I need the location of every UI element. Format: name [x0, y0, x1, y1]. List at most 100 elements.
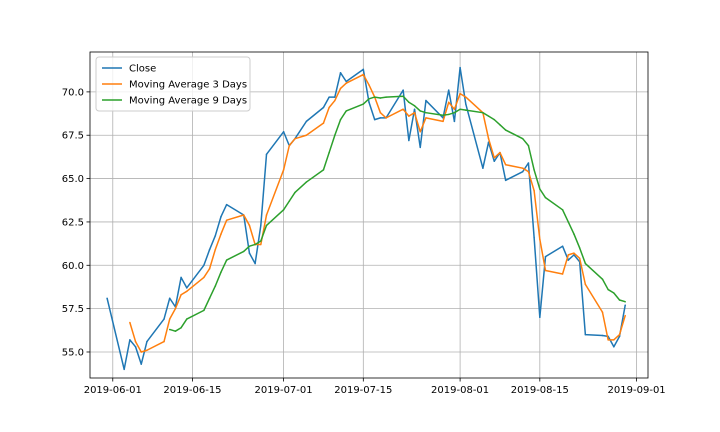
series-1-point: [504, 163, 507, 166]
series-0-point: [339, 72, 342, 74]
series-0-point: [334, 96, 336, 98]
series-2-point: [345, 110, 347, 112]
series-1-point: [413, 111, 416, 114]
series-2-point: [493, 118, 496, 121]
series-layer: [106, 66, 626, 371]
series-2-point: [379, 97, 382, 99]
series-2-point: [561, 209, 564, 211]
series-1-point: [129, 321, 131, 324]
series-1-point: [186, 290, 188, 293]
series-2-point: [220, 271, 222, 273]
x-tick-label: 2019-08-01: [431, 385, 489, 396]
series-2-point: [578, 247, 581, 249]
series-2-point: [539, 188, 541, 190]
series-2-point: [368, 98, 370, 100]
series-2-point: [527, 144, 530, 147]
legend: Close Moving Average 3 Days Moving Average…: [95, 56, 251, 112]
grid-layer: [90, 52, 648, 378]
series-2-point: [362, 103, 365, 105]
series-1-point: [294, 137, 296, 140]
series-1-point: [493, 157, 496, 159]
series-1-point: [442, 120, 444, 123]
series-1-point: [214, 248, 217, 251]
series-0-point: [482, 167, 484, 169]
series-1-point: [242, 214, 245, 216]
series-2-point: [385, 96, 387, 98]
series-2-point: [567, 221, 570, 223]
series-2-point: [453, 111, 456, 114]
series-1-point: [265, 214, 268, 216]
series-2-point: [618, 299, 621, 301]
series-2-point: [282, 209, 285, 211]
series-1-point: [527, 170, 530, 173]
series-1-point: [288, 144, 291, 147]
series-1-point: [339, 87, 342, 90]
x-axis-ticks: 2019-06-01 2019-06-15 2019-07-01 2019-07-15…: [84, 378, 666, 396]
series-1-point: [419, 131, 421, 133]
series-0-point: [225, 203, 228, 206]
series-0-point: [373, 118, 376, 121]
series-2-point: [174, 330, 177, 332]
series-2-point: [225, 259, 228, 261]
series-0-point: [379, 117, 382, 119]
series-2-point: [180, 326, 182, 329]
series-2-point: [419, 110, 421, 112]
series-0-point: [544, 255, 547, 258]
series-2-point: [305, 181, 308, 183]
series-0-point: [180, 276, 182, 279]
y-tick-label: 67.5: [62, 131, 84, 142]
series-1-point: [385, 117, 387, 119]
series-1-point: [618, 333, 621, 336]
series-1-point: [163, 340, 165, 343]
series-2-point: [459, 108, 461, 110]
series-0-point: [248, 252, 251, 254]
series-2-point: [425, 111, 427, 114]
series-2-point: [533, 169, 535, 171]
series-2-point: [624, 300, 626, 303]
series-2-point: [242, 250, 245, 253]
series-0-point: [368, 101, 370, 104]
x-tick-label: 2019-06-01: [84, 385, 142, 396]
series-2-point: [499, 124, 501, 126]
series-2-point: [487, 115, 490, 117]
series-1-point: [174, 307, 177, 310]
series-2-point: [447, 113, 450, 116]
x-tick-label: 2019-06-15: [163, 385, 221, 396]
series-2-point: [601, 278, 604, 280]
series-0-point: [527, 162, 530, 164]
series-2-point: [339, 118, 342, 121]
series-0-point: [539, 316, 541, 319]
series-0-point: [208, 248, 211, 251]
series-1-point: [584, 283, 587, 286]
series-1-point: [345, 82, 347, 84]
series-1-point: [134, 340, 137, 343]
series-1-point: [459, 92, 461, 95]
series-0-point: [282, 131, 285, 133]
series-2-point: [328, 151, 330, 154]
series-1-point: [425, 117, 427, 119]
y-tick-label: 65.0: [62, 174, 84, 185]
series-0-point: [106, 297, 108, 299]
series-1-point: [328, 106, 330, 109]
series-0-point: [419, 146, 421, 149]
series-2-point: [465, 109, 467, 111]
series-0-point: [584, 333, 587, 336]
series-0-point: [362, 68, 365, 71]
series-1-point: [533, 189, 535, 192]
series-1-point: [334, 99, 336, 102]
series-1-point: [248, 224, 251, 227]
series-0-point: [146, 340, 148, 343]
series-0-point: [504, 179, 507, 182]
series-0-point: [601, 334, 604, 337]
series-2-point: [260, 240, 262, 242]
series-0-point: [265, 153, 268, 156]
series-2-point: [288, 200, 291, 202]
series-2-point: [265, 224, 268, 227]
series-0-point: [260, 224, 262, 227]
series-2-point: [186, 318, 188, 320]
series-0-point: [521, 170, 524, 173]
series-2-point: [334, 134, 336, 136]
series-1-point: [624, 314, 626, 317]
series-2-point: [402, 95, 404, 97]
x-tick-label: 2019-09-01: [608, 385, 666, 396]
